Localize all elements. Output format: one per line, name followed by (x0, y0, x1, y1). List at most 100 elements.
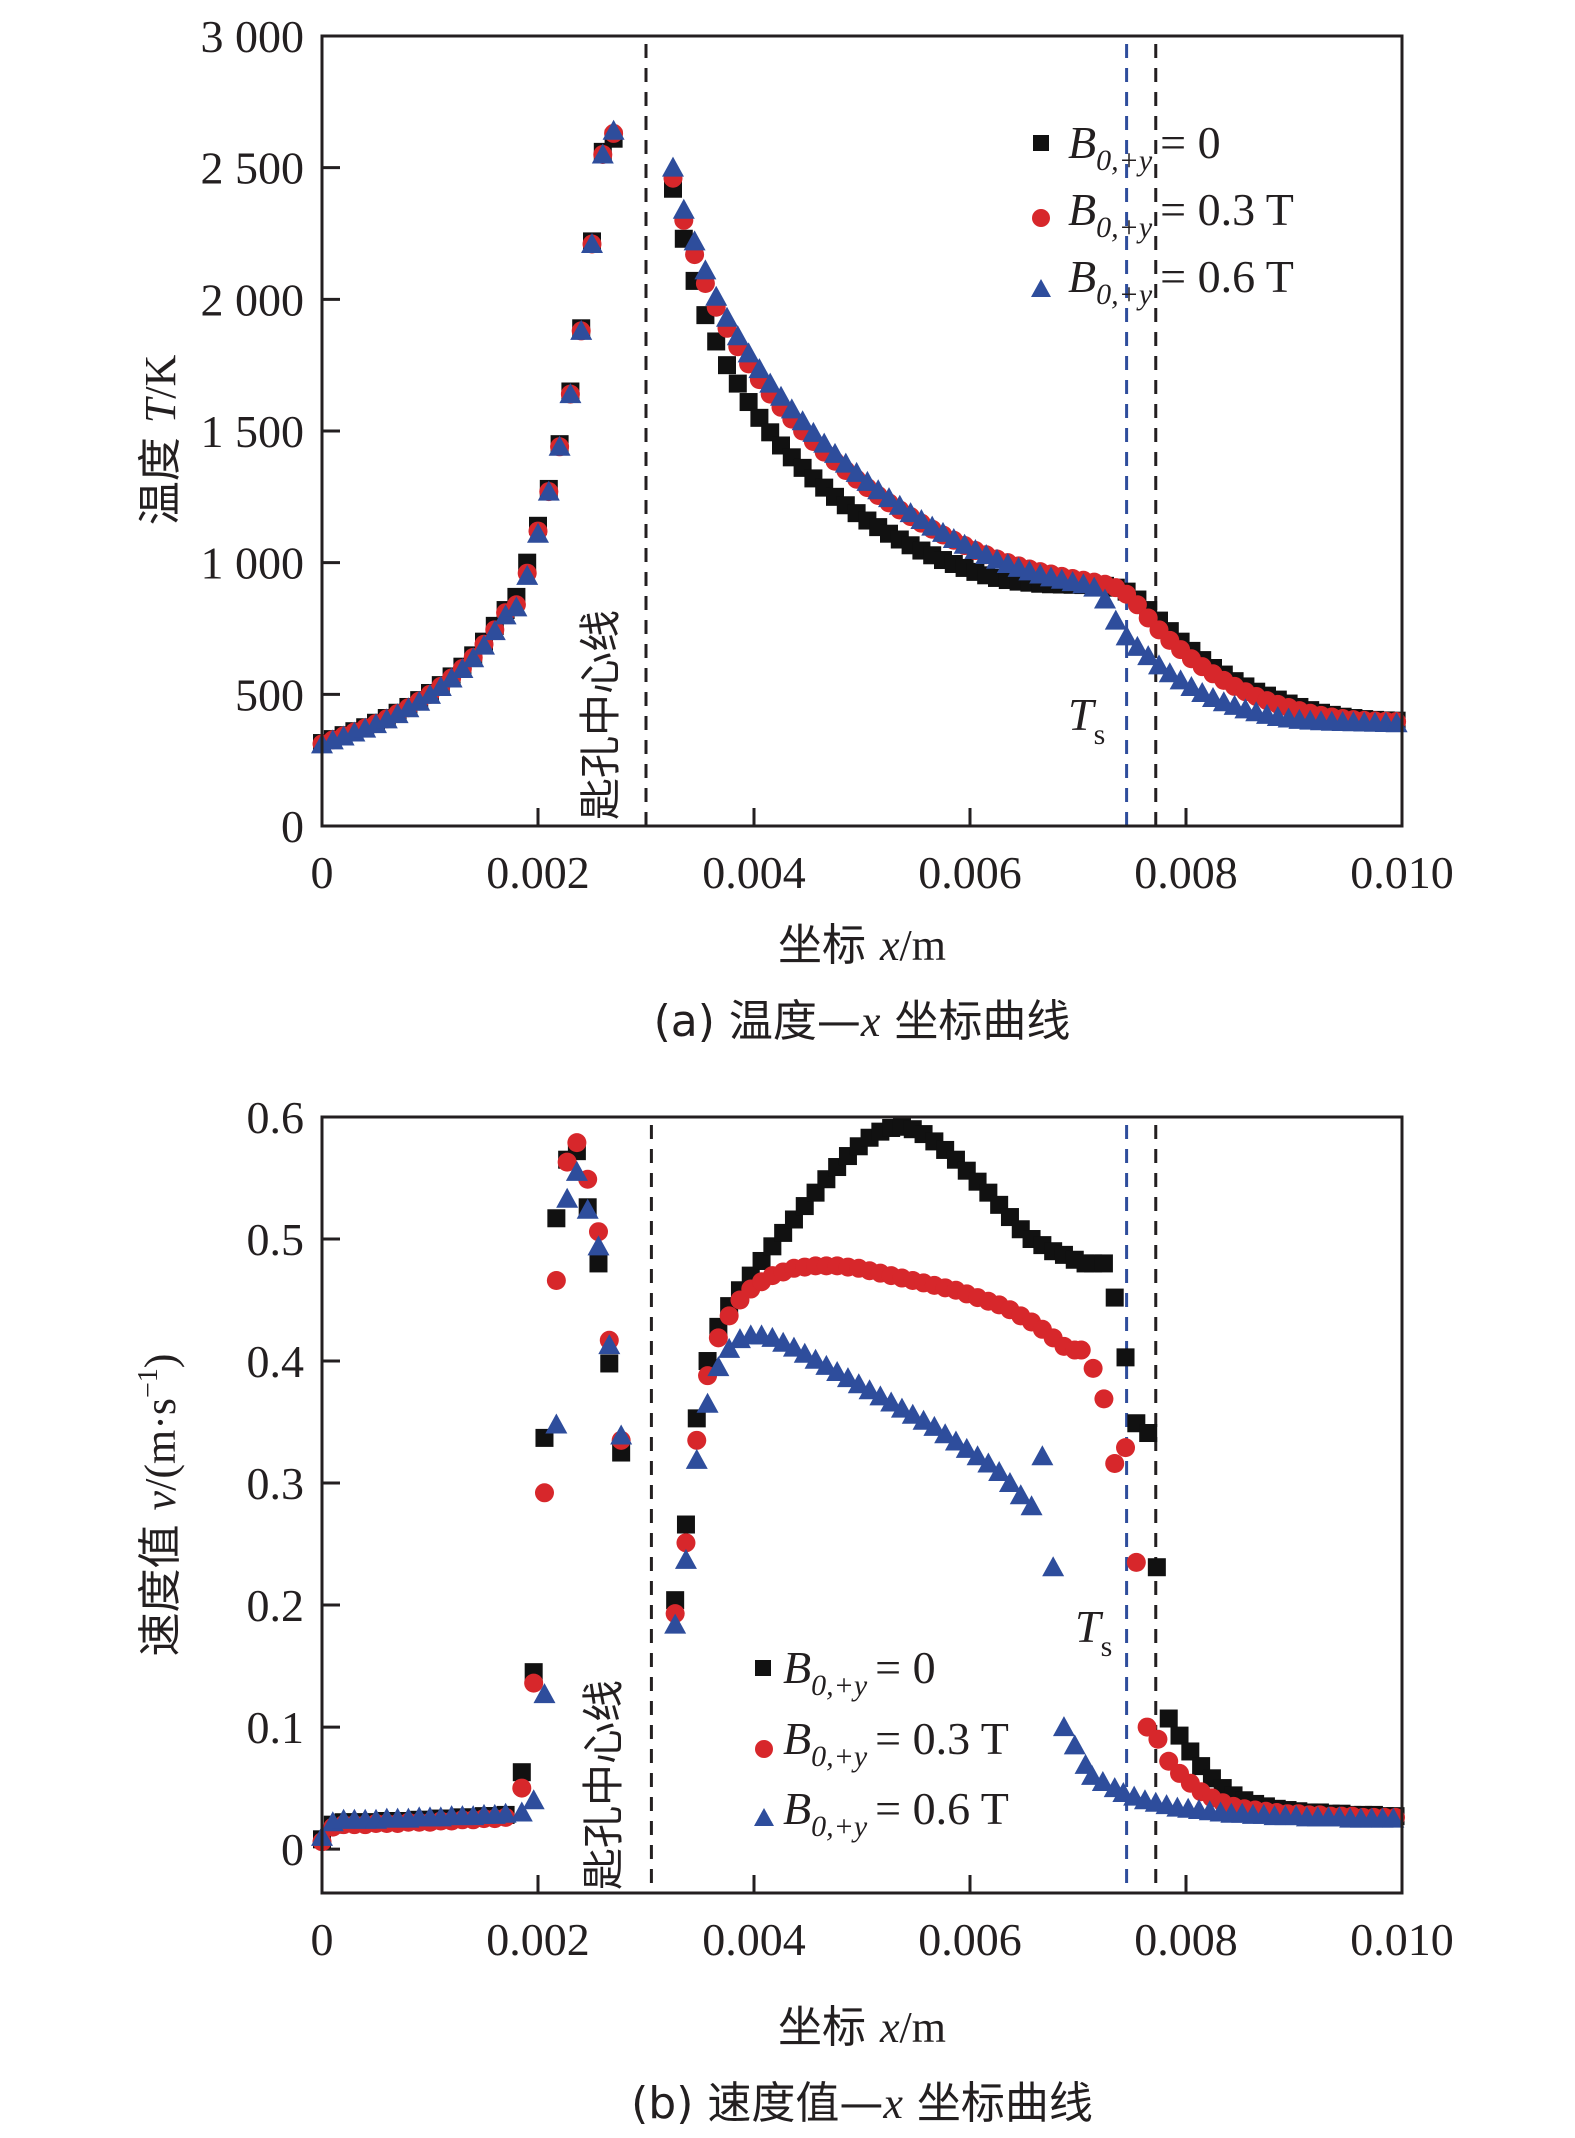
data-point-circle (1148, 1729, 1168, 1749)
data-point-triangle (429, 675, 452, 696)
legend-entry-b03: B0,+y = 0.3 T (783, 1713, 1009, 1773)
data-point-square (739, 393, 758, 412)
data-point-triangle (375, 708, 398, 729)
legend-marker-circle (755, 1740, 773, 1758)
velocity-x-tick-label: 0.006 (918, 1914, 1022, 1965)
data-point-triangle (845, 461, 868, 482)
temperature-x-axis-title: 坐标 x/m (778, 920, 946, 971)
data-point-triangle (576, 1198, 599, 1219)
data-point-triangle (527, 522, 549, 543)
data-point-triangle (537, 480, 560, 501)
data-point-square (750, 408, 769, 427)
data-point-circle (524, 1673, 544, 1693)
data-point-triangle (869, 1385, 892, 1406)
data-point-triangle (847, 1373, 870, 1394)
data-point-circle (1083, 1358, 1103, 1378)
temperature-x-tick-label: 0.008 (1134, 847, 1238, 898)
data-point-triangle (802, 421, 825, 442)
data-point-square (600, 1354, 619, 1373)
ts-subscript: s (1101, 1630, 1113, 1663)
data-point-triangle (977, 1452, 1000, 1473)
data-point-circle (1126, 1552, 1146, 1572)
data-point-triangle (1126, 635, 1149, 656)
data-point-triangle (966, 1445, 989, 1466)
velocity-x-axis-title: 坐标 x/m (778, 2002, 946, 2053)
data-point-triangle (610, 1424, 633, 1445)
data-point-circle (1159, 1751, 1179, 1771)
legend-marker-square (1033, 135, 1049, 151)
data-point-triangle (836, 1367, 859, 1388)
velocity-y-tick-label: 0.4 (247, 1336, 305, 1387)
temperature-plot-points (311, 119, 1408, 754)
data-point-square (1170, 1726, 1189, 1745)
velocity-plot: 0 0.002 0.004 0.006 0.008 0.010 0 0.1 0.2 0.3 0.4 0… (133, 1092, 1454, 2129)
data-point-triangle (826, 1361, 849, 1382)
velocity-y-tick-label: 0.1 (247, 1702, 305, 1753)
data-point-circle (1071, 1340, 1091, 1360)
data-point-triangle (804, 1348, 827, 1369)
data-point-circle (534, 1483, 554, 1503)
velocity-plot-tick-labels: 0 0.002 0.004 0.006 0.008 0.010 0 0.1 0.2 0.3 0.4 0… (247, 1092, 1454, 1965)
data-point-triangle (696, 1392, 719, 1413)
data-point-square (1139, 1424, 1158, 1443)
data-point-triangle (955, 1437, 978, 1458)
temperature-y-tick-label: 500 (235, 669, 304, 720)
data-point-circle (557, 1152, 577, 1172)
data-point-triangle (559, 383, 582, 404)
data-point-triangle (1148, 654, 1170, 675)
data-point-square (547, 1209, 566, 1228)
data-point-triangle (581, 233, 603, 254)
data-point-triangle (867, 479, 890, 500)
data-point-triangle (1020, 1495, 1043, 1516)
data-point-triangle (494, 604, 517, 625)
velocity-legend: B0,+y = 0 B0,+y = 0.3 T B0,+y = 0.6 T (754, 1642, 1009, 1843)
velocity-x-tick-label: 0.008 (1134, 1914, 1238, 1965)
data-point-triangle (1052, 1716, 1075, 1737)
data-point-triangle (408, 690, 431, 711)
data-point-square (1094, 1254, 1113, 1273)
data-point-triangle (932, 521, 954, 542)
data-point-triangle (998, 1472, 1021, 1493)
velocity-plot-frame (320, 1115, 1404, 1895)
data-point-triangle (880, 1391, 903, 1412)
legend-marker-square (755, 1660, 771, 1676)
data-point-triangle (934, 1423, 957, 1444)
data-point-triangle (705, 285, 728, 306)
data-point-circle (708, 1328, 728, 1348)
velocity-y-tick-label: 0.6 (247, 1092, 305, 1143)
data-point-square (707, 332, 726, 351)
velocity-x-tick-label: 0 (311, 1914, 334, 1965)
data-point-triangle (942, 527, 965, 548)
data-point-square (589, 1254, 608, 1273)
data-point-triangle (1104, 609, 1127, 630)
data-point-circle (719, 1306, 739, 1326)
data-point-circle (1116, 1438, 1136, 1458)
temperature-plot: 0 0.002 0.004 0.006 0.008 0.010 0 500 1 000 1 500… (135, 11, 1454, 1047)
data-point-triangle (510, 1801, 533, 1822)
data-point-triangle (694, 259, 717, 280)
data-point-triangle (556, 1187, 579, 1208)
data-point-circle (567, 1133, 587, 1153)
temperature-plot-ticks (322, 166, 1188, 826)
data-point-circle (1105, 1454, 1125, 1474)
data-point-square (728, 374, 747, 393)
temperature-x-tick-label: 0.010 (1350, 847, 1454, 898)
temperature-x-tick-label: 0.004 (702, 847, 806, 898)
temperature-y-axis-title: 温度 T/K (135, 355, 186, 526)
data-point-triangle (780, 398, 803, 419)
data-point-circle (676, 1533, 696, 1553)
data-point-circle (546, 1270, 566, 1290)
velocity-y-axis-title: 速度值 v/(m·s−1) (133, 1354, 186, 1657)
data-point-triangle (598, 1334, 621, 1355)
data-point-triangle (815, 1354, 838, 1375)
data-point-triangle (522, 1789, 545, 1810)
legend-marker-triangle (1031, 279, 1051, 297)
data-point-triangle (1115, 625, 1138, 646)
data-point-triangle (545, 1413, 568, 1434)
temperature-legend: B0,+y = 0 B0,+y = 0.3 T B0,+y = 0.6 T (1031, 117, 1294, 311)
data-point-triangle (824, 442, 846, 463)
legend-entry-b0: B0,+y = 0 (1068, 117, 1221, 177)
temperature-y-tick-label: 3 000 (201, 11, 305, 62)
data-point-triangle (912, 1409, 935, 1430)
